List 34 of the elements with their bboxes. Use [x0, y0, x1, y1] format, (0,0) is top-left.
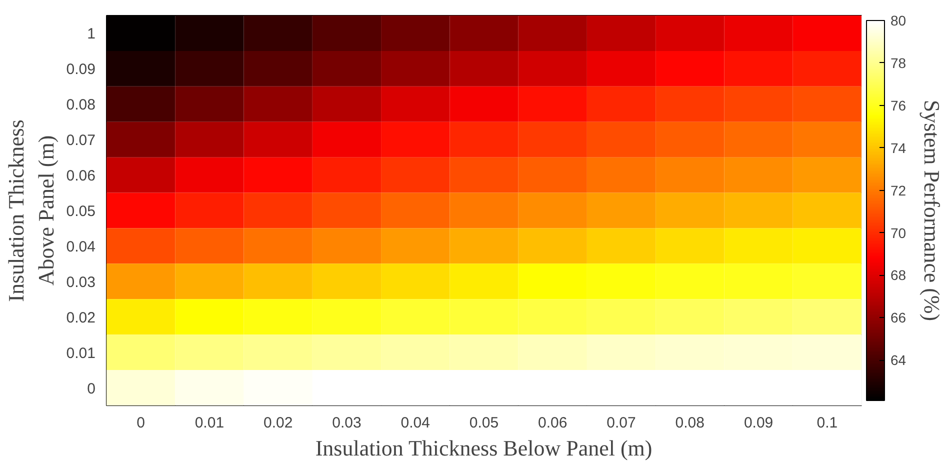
- x-tick-label: 0.04: [400, 414, 430, 432]
- y-tick-label: 0.09: [66, 61, 96, 78]
- color-bar-label: 64: [890, 352, 906, 368]
- color-bar-label: 68: [890, 267, 906, 284]
- y-tick-label: 0.01: [66, 344, 96, 362]
- color-bar-label: 76: [890, 97, 906, 114]
- y-tick-label: 0.02: [66, 309, 96, 326]
- y-tick-label: 0: [87, 380, 96, 398]
- color-bar-label: 78: [890, 54, 906, 71]
- x-tick-label: 0.03: [332, 414, 362, 432]
- color-bar-label: 74: [890, 140, 906, 156]
- y-tick-label: 0.07: [66, 132, 96, 150]
- x-tick-label: 0.01: [194, 414, 224, 432]
- x-tick-label: 0: [136, 414, 145, 432]
- y-tick-label: 0.08: [66, 96, 96, 114]
- color-bar-label: 80: [890, 12, 906, 28]
- x-tick-label: 0.06: [538, 414, 568, 432]
- color-bar-label: 72: [890, 182, 906, 198]
- x-tick-label: 0.02: [263, 414, 293, 432]
- x-tick-label: 0.05: [469, 414, 499, 432]
- y-tick-label: 0.04: [66, 238, 96, 256]
- x-tick-label: 0.1: [816, 414, 838, 432]
- x-axis-title: Insulation Thickness Below Panel (m): [315, 436, 652, 460]
- color-bar-label: 70: [890, 224, 906, 241]
- color-bar-title: System Performance (%): [920, 100, 944, 322]
- x-tick-label: 0.07: [606, 414, 636, 432]
- color-bar-label: 66: [890, 310, 906, 326]
- x-tick-label: 0.09: [744, 414, 774, 432]
- y-axis-title: Insulation Thickness Above Panel (m): [3, 120, 58, 302]
- y-tick-label: 0.06: [66, 168, 96, 185]
- y-tick-label: 0.05: [66, 203, 96, 220]
- y-tick-label: 0.03: [66, 274, 96, 291]
- x-tick-label: 0.08: [675, 414, 705, 432]
- y-tick-label: 1: [87, 26, 96, 43]
